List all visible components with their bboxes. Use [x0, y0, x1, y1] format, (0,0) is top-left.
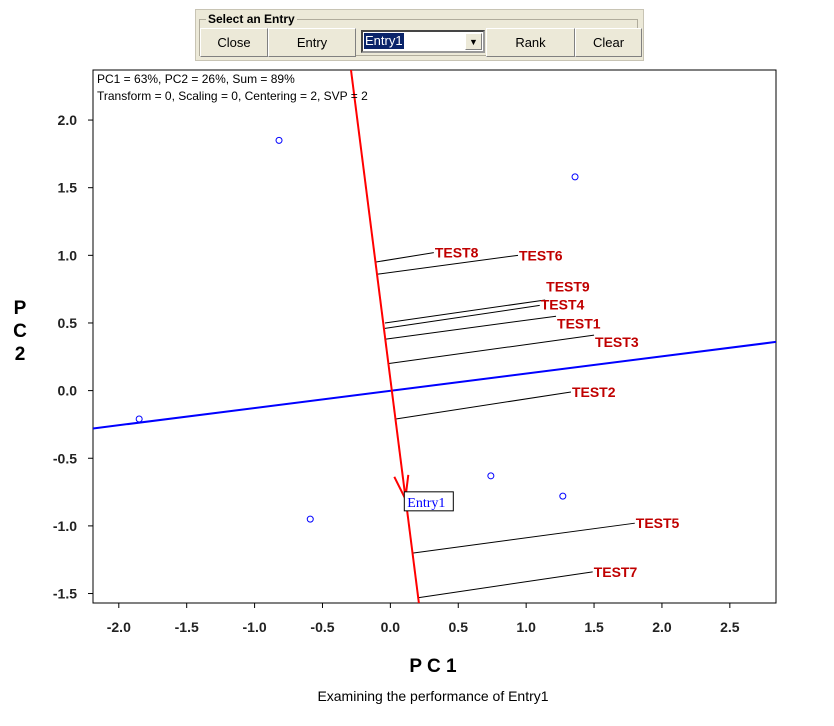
- y-axis-label-3: 2: [15, 344, 26, 365]
- test-projection-line: [413, 522, 635, 554]
- entry-button[interactable]: Entry: [268, 28, 356, 57]
- test-label: TEST4: [541, 297, 585, 313]
- y-tick-label: -1.0: [53, 518, 77, 534]
- x-axis-label: P C 1: [409, 656, 457, 677]
- test-label: TEST7: [594, 564, 638, 580]
- entry-point[interactable]: [135, 415, 143, 423]
- x-tick-label: 2.0: [652, 619, 672, 635]
- x-tick-label: -1.5: [175, 619, 199, 635]
- info-line-2: Transform = 0, Scaling = 0, Centering = …: [97, 89, 368, 103]
- entry-point[interactable]: [487, 472, 495, 480]
- test-label: TEST8: [435, 245, 479, 261]
- x-tick-label: -2.0: [107, 619, 131, 635]
- test-label: TEST5: [636, 515, 680, 531]
- y-axis-label-1: P: [14, 298, 27, 319]
- rank-button[interactable]: Rank: [486, 28, 575, 57]
- test-projection-line: [384, 304, 540, 329]
- test-label: TEST3: [595, 334, 639, 350]
- chevron-down-icon[interactable]: ▼: [465, 33, 482, 50]
- x-tick-label: 0.0: [381, 619, 401, 635]
- entry-point[interactable]: [275, 136, 283, 144]
- test-label: TEST2: [572, 384, 616, 400]
- entry-point[interactable]: [559, 492, 567, 500]
- test-label: TEST6: [519, 247, 563, 263]
- y-tick-label: 1.5: [58, 180, 78, 196]
- x-tick-label: 2.5: [720, 619, 740, 635]
- clear-button[interactable]: Clear: [575, 28, 642, 57]
- test-axis-line: [350, 70, 420, 603]
- entry-point[interactable]: [571, 173, 579, 181]
- test-projection-line: [418, 571, 593, 599]
- x-tick-label: -0.5: [310, 619, 334, 635]
- y-tick-label: 2.0: [58, 112, 78, 128]
- test-projection-line: [376, 254, 519, 275]
- x-tick-label: 0.5: [449, 619, 469, 635]
- test-projection-line: [375, 252, 434, 263]
- test-projection-line: [395, 391, 572, 420]
- test-label: TEST9: [546, 278, 590, 294]
- y-tick-label: -0.5: [53, 450, 77, 466]
- entry-toolbar: Select an Entry Close Entry Entry1 ▼ Ran…: [195, 9, 644, 61]
- x-tick-label: 1.0: [516, 619, 536, 635]
- y-tick-label: 0.0: [58, 383, 78, 399]
- plot-area: [92, 69, 777, 604]
- test-projection-line: [388, 334, 595, 365]
- chart-caption: Examining the performance of Entry1: [317, 688, 548, 704]
- x-tick-label: -1.0: [243, 619, 267, 635]
- y-tick-label: 1.0: [58, 247, 78, 263]
- y-tick-label: -1.5: [53, 586, 77, 602]
- close-button[interactable]: Close: [200, 28, 268, 57]
- group-label: Select an Entry: [208, 12, 295, 26]
- entry-select[interactable]: Entry1 ▼: [361, 30, 485, 53]
- entry-label: Entry1: [407, 496, 445, 511]
- entry-select-value: Entry1: [364, 33, 404, 49]
- entry-label-box: [403, 491, 454, 512]
- y-axis-label-2: C: [13, 321, 27, 342]
- entry-axis-line: [93, 340, 776, 430]
- entry-point[interactable]: [306, 515, 314, 523]
- y-tick-label: 0.5: [58, 315, 78, 331]
- info-line-1: PC1 = 63%, PC2 = 26%, Sum = 89%: [97, 72, 295, 86]
- test-label: TEST1: [557, 316, 601, 332]
- test-projection-line: [384, 315, 557, 340]
- x-tick-label: 1.5: [584, 619, 604, 635]
- test-projection-line: [384, 299, 546, 324]
